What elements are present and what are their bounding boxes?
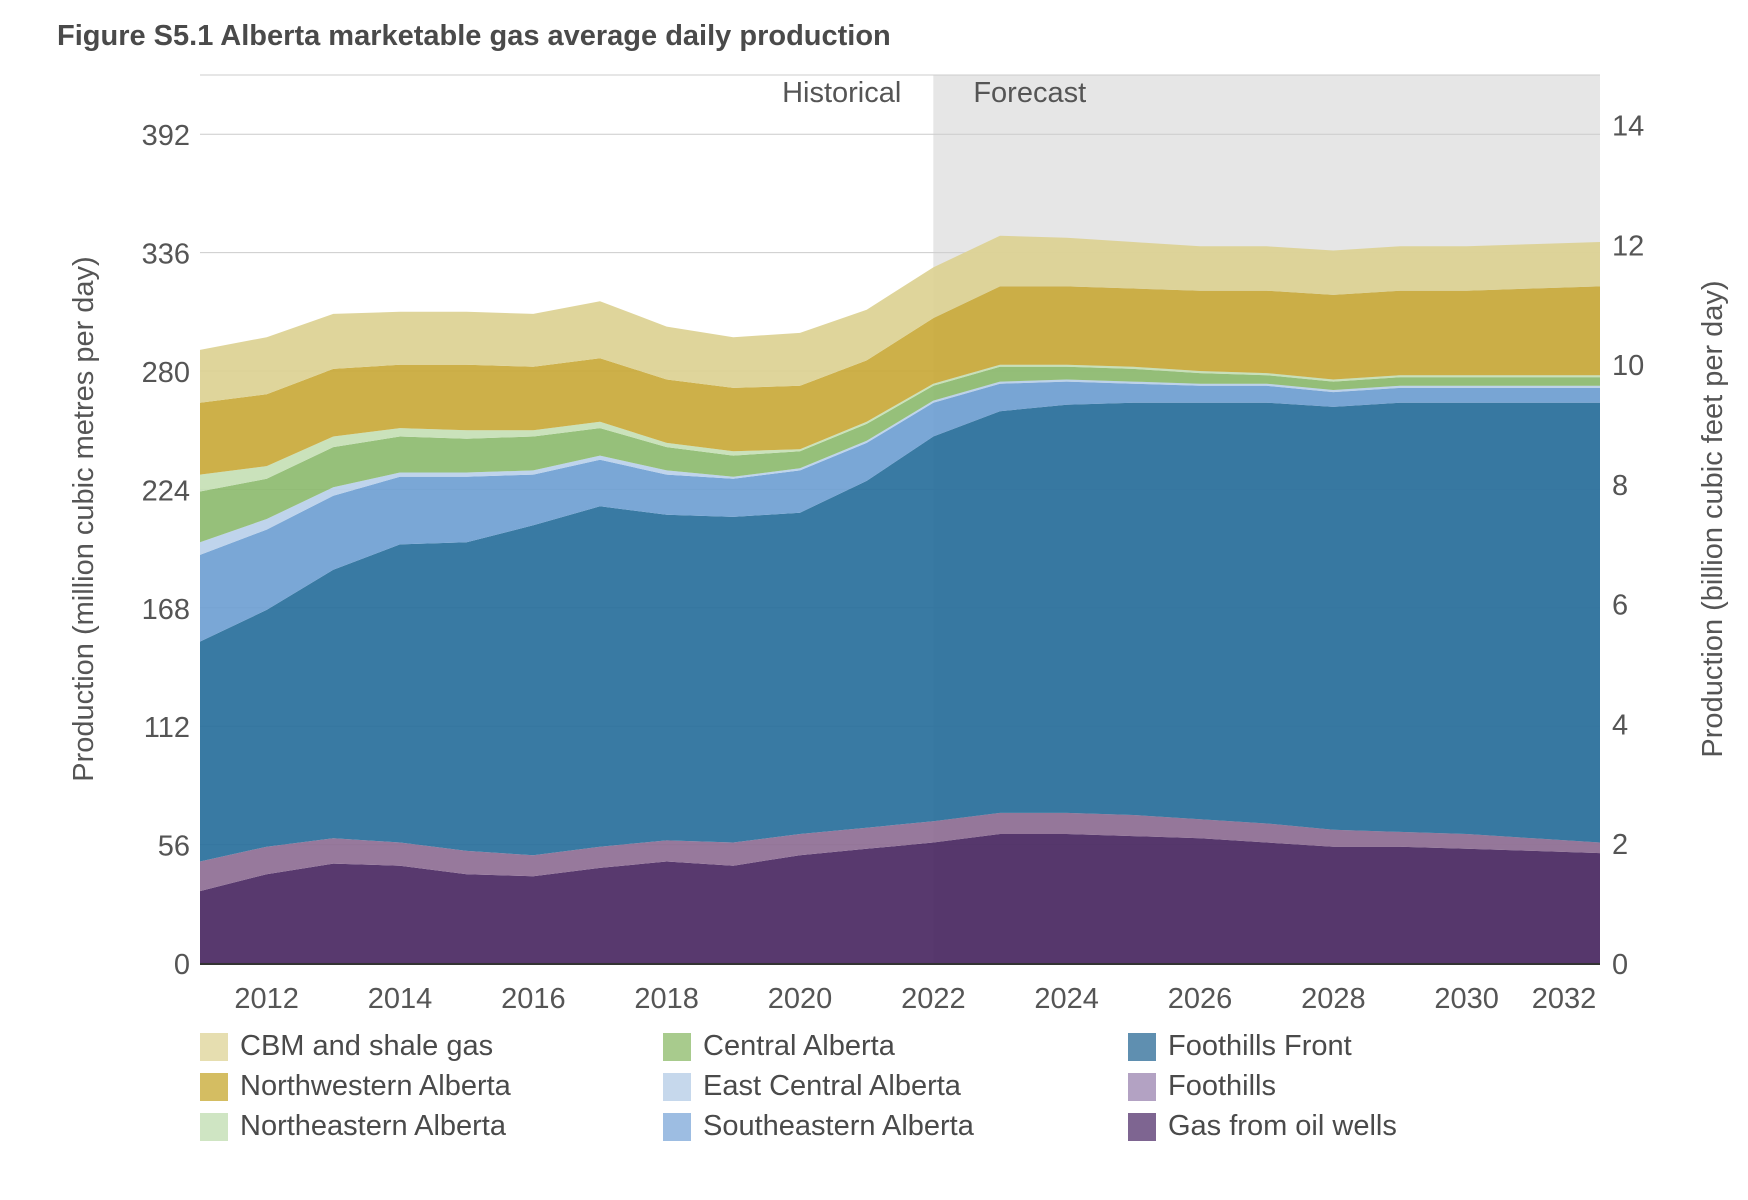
x-tick-label: 2020 bbox=[768, 983, 833, 1015]
y2-tick-label: 14 bbox=[1612, 111, 1644, 143]
area-foothills-front bbox=[200, 402, 1600, 862]
y-tick-label: 280 bbox=[142, 357, 190, 389]
area-foothills bbox=[200, 812, 1600, 892]
y2-tick-label: 10 bbox=[1612, 350, 1644, 382]
legend-swatch bbox=[663, 1112, 691, 1141]
x-tick-label: 2024 bbox=[1034, 983, 1099, 1015]
area-cbm-and-shale-gas bbox=[200, 235, 1600, 403]
legend-item-foothills-front: Foothills Front bbox=[1128, 1030, 1352, 1063]
legend-item-central-alberta: Central Alberta bbox=[663, 1030, 895, 1063]
legend-item-northwestern-alberta: Northwestern Alberta bbox=[200, 1070, 511, 1103]
y-tick-label: 224 bbox=[142, 475, 190, 507]
legend-item-northeastern-alberta: Northeastern Alberta bbox=[200, 1110, 506, 1143]
y-axis-title: Production (million cubic metres per day… bbox=[68, 256, 100, 781]
legend-label: Northwestern Alberta bbox=[240, 1070, 511, 1102]
x-tick-label: 2022 bbox=[901, 983, 966, 1015]
y2-axis-title: Production (billion cubic feet per day) bbox=[1697, 280, 1729, 757]
x-tick-label: 2012 bbox=[234, 983, 299, 1015]
area-northwestern-alberta bbox=[200, 286, 1600, 475]
y2-tick-label: 4 bbox=[1612, 709, 1628, 741]
legend-label: Foothills bbox=[1168, 1070, 1276, 1102]
figure-title: Figure S5.1 Alberta marketable gas avera… bbox=[57, 20, 891, 52]
legend-label: Central Alberta bbox=[703, 1030, 895, 1062]
y-tick-label: 0 bbox=[174, 949, 190, 981]
legend-item-foothills: Foothills bbox=[1128, 1070, 1276, 1103]
legend-swatch bbox=[200, 1112, 228, 1141]
legend-label: East Central Alberta bbox=[703, 1070, 961, 1102]
legend-swatch bbox=[1128, 1032, 1156, 1061]
legend-label: Southeastern Alberta bbox=[703, 1110, 974, 1142]
y-tick-label: 336 bbox=[142, 239, 190, 271]
legend-swatch bbox=[663, 1032, 691, 1061]
legend-item-gas-from-oil-wells: Gas from oil wells bbox=[1128, 1110, 1397, 1143]
legend-label: Northeastern Alberta bbox=[240, 1110, 506, 1142]
y2-tick-label: 12 bbox=[1612, 230, 1644, 262]
chart-legend: CBM and shale gas Northwestern Alberta Nor… bbox=[200, 1030, 1700, 1160]
area-gas-from-oil-wells bbox=[200, 834, 1600, 963]
x-tick-label: 2030 bbox=[1434, 983, 1499, 1015]
x-tick-label: 2032 bbox=[1532, 983, 1597, 1015]
area-southeastern-alberta bbox=[200, 381, 1600, 642]
legend-label: CBM and shale gas bbox=[240, 1030, 494, 1062]
y2-tick-label: 0 bbox=[1612, 949, 1628, 981]
legend-swatch bbox=[200, 1032, 228, 1061]
legend-item-east-central-alberta: East Central Alberta bbox=[663, 1070, 961, 1103]
legend-label: Gas from oil wells bbox=[1168, 1110, 1397, 1142]
y-tick-label: 392 bbox=[142, 120, 190, 152]
x-tick-label: 2026 bbox=[1168, 983, 1233, 1015]
forecast-label: Forecast bbox=[973, 77, 1086, 109]
x-tick-label: 2028 bbox=[1301, 983, 1366, 1015]
area-central-alberta bbox=[200, 366, 1600, 543]
y2-tick-label: 2 bbox=[1612, 829, 1628, 861]
legend-swatch bbox=[1128, 1112, 1156, 1141]
x-tick-label: 2018 bbox=[634, 983, 699, 1015]
y-tick-label: 168 bbox=[142, 594, 190, 626]
legend-label: Foothills Front bbox=[1168, 1030, 1352, 1062]
x-tick-label: 2014 bbox=[368, 983, 433, 1015]
historical-label: Historical bbox=[782, 77, 901, 109]
legend-swatch bbox=[1128, 1072, 1156, 1101]
y-tick-label: 56 bbox=[158, 831, 190, 863]
y2-tick-label: 8 bbox=[1612, 470, 1628, 502]
legend-item-cbm-and-shale-gas: CBM and shale gas bbox=[200, 1030, 493, 1063]
y-tick-label: 112 bbox=[144, 712, 190, 744]
y2-tick-label: 6 bbox=[1612, 590, 1628, 622]
stacked-area-chart: 0 56 112 168 224 280 336 392 0 2 4 6 8 10 12 14 2012 2014… bbox=[68, 74, 1729, 1015]
legend-swatch bbox=[200, 1072, 228, 1101]
x-tick-label: 2016 bbox=[501, 983, 566, 1015]
legend-item-southeastern-alberta: Southeastern Alberta bbox=[663, 1110, 974, 1143]
legend-swatch bbox=[663, 1072, 691, 1101]
